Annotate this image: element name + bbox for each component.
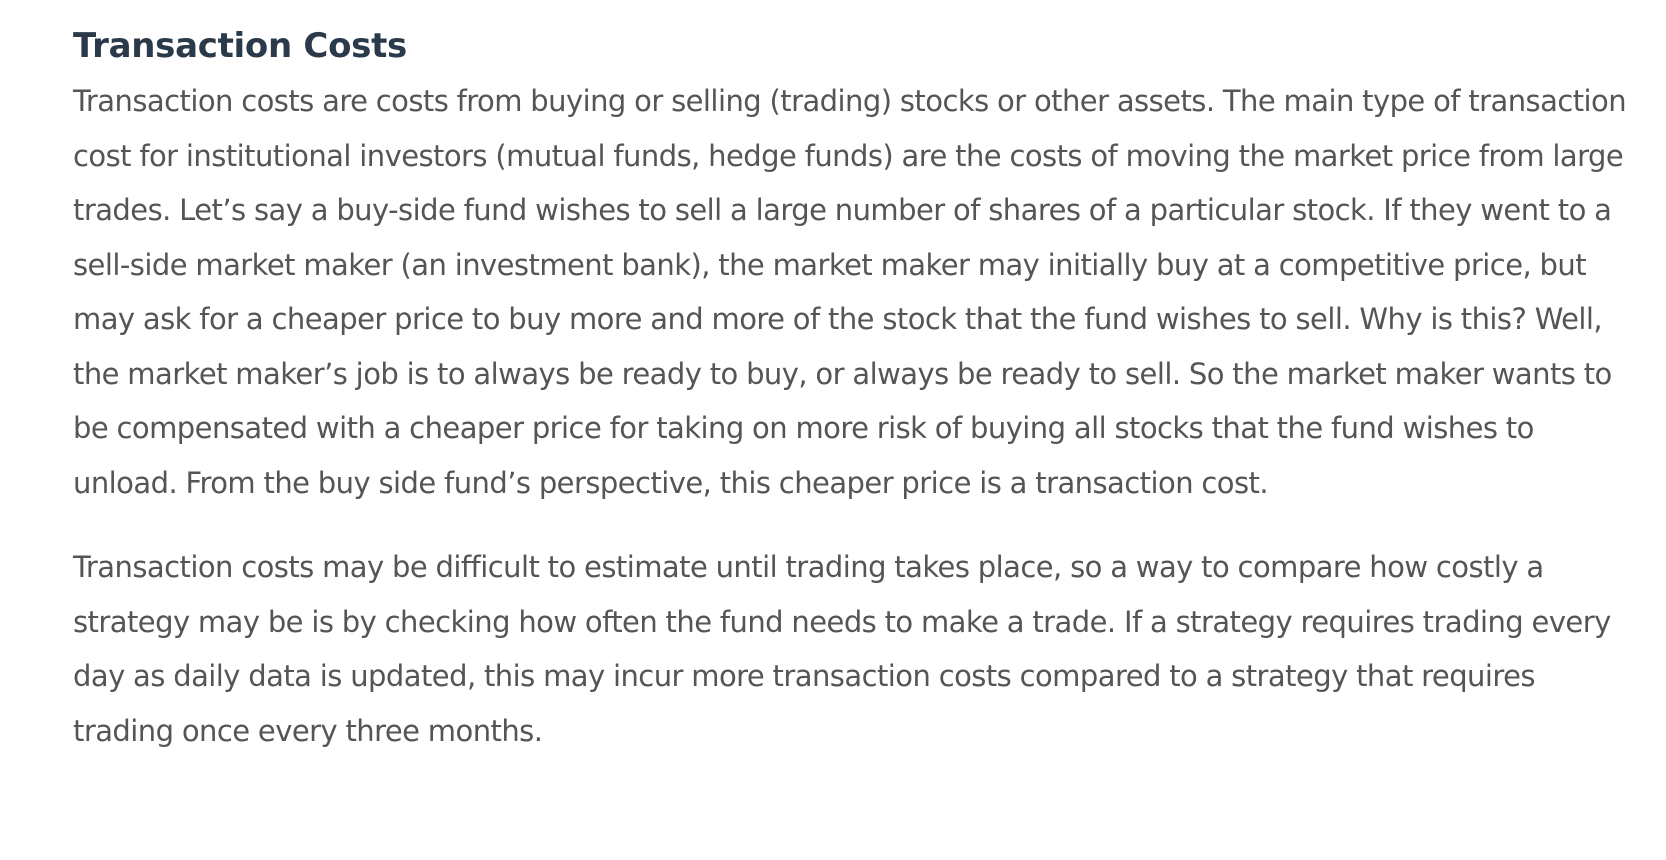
article-section: Transaction Costs Transaction costs are … [73,18,1633,758]
paragraph-transaction-cost-definition: Transaction costs are costs from buying … [73,84,1627,500]
paragraph-transaction-cost-estimation: Transaction costs may be difficult to es… [73,550,1611,748]
section-heading: Transaction Costs [73,26,407,66]
